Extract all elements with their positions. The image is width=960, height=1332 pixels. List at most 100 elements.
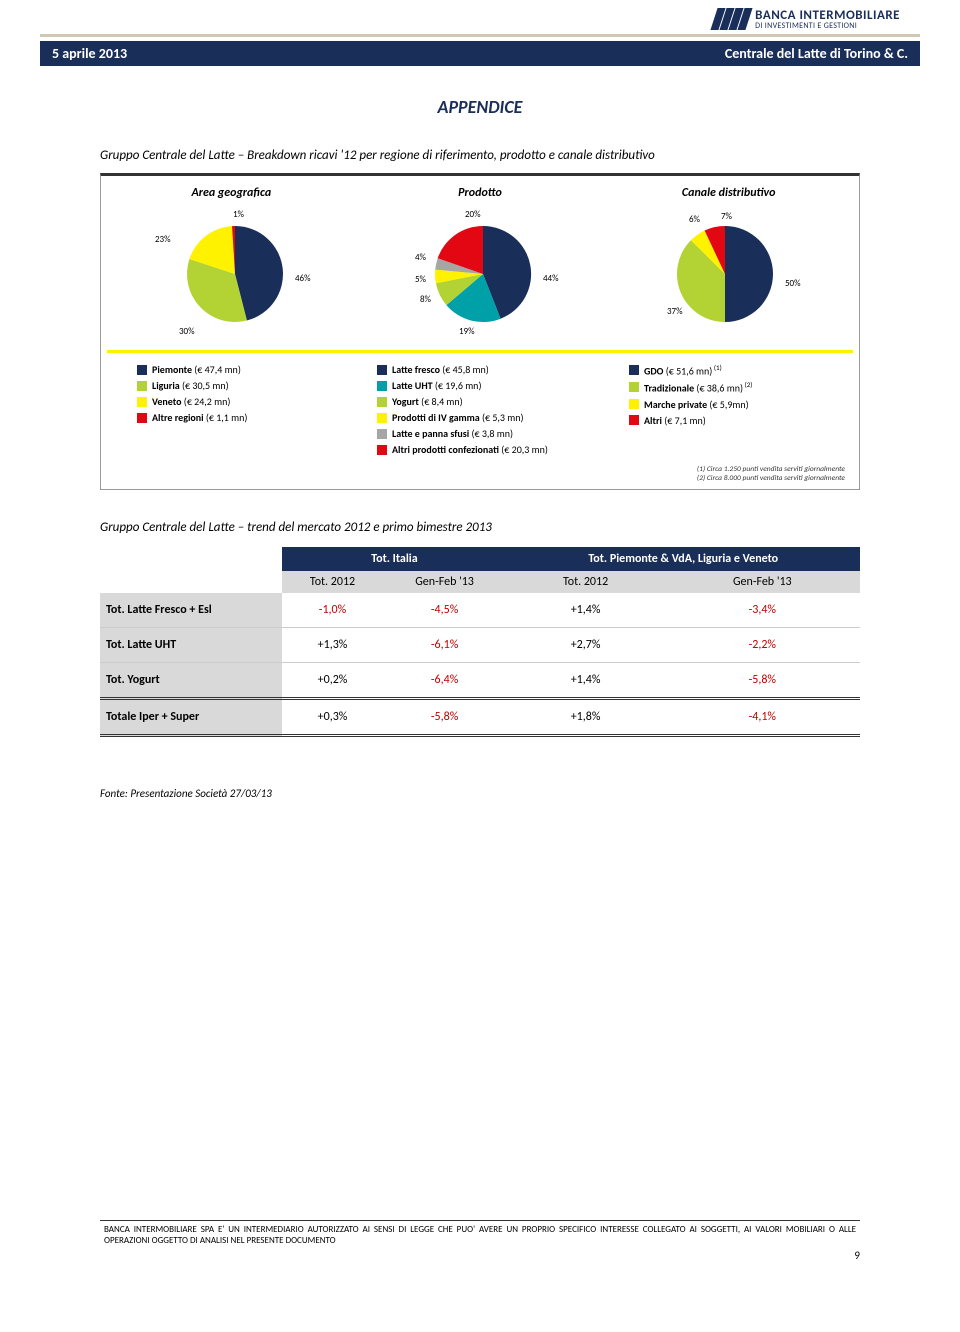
legend-swatch-icon [137, 365, 147, 375]
cell-value: +1,3% [282, 628, 382, 663]
legend-text: Latte e panna sfusi (€ 3,8 mn) [392, 427, 513, 440]
legend-area: Piemonte (€ 47,4 mn) Liguria (€ 30,5 mn) V… [107, 363, 353, 459]
svg-text:6%: 6% [689, 214, 701, 225]
legend-item: Latte e panna sfusi (€ 3,8 mn) [357, 427, 603, 440]
legend-swatch-icon [137, 413, 147, 423]
legend-text: Marche private (€ 5,9mn) [644, 398, 749, 411]
chart-caption-1: Gruppo Centrale del Latte – Breakdown ri… [100, 148, 860, 163]
cell-value: +1,4% [507, 663, 665, 699]
legend-text: Veneto (€ 24,2 mn) [152, 395, 230, 408]
doc-date: 5 aprile 2013 [52, 45, 127, 62]
cell-value: -6,4% [383, 663, 507, 699]
title-bar: 5 aprile 2013 Centrale del Latte di Tori… [40, 41, 920, 66]
th2-genfeb-b: Gen-Feb '13 [665, 571, 860, 593]
bank-logo: BANCA INTERMOBILIARE DI INVESTIMENTI E G… [714, 8, 900, 30]
legend-item: GDO (€ 51,6 mn) (1) [607, 363, 853, 377]
legend-item: Altri prodotti confezionati (€ 20,3 mn) [357, 443, 603, 456]
th2-tot2012-b: Tot. 2012 [507, 571, 665, 593]
logo-sub-text: DI INVESTIMENTI E GESTIONI [755, 22, 900, 30]
chart-title-canale: Canale distributivo [604, 186, 853, 200]
cell-value: +1,8% [507, 699, 665, 736]
legend-canale: GDO (€ 51,6 mn) (1) Tradizionale (€ 38,6 … [607, 363, 853, 459]
pie-area: 1% 23% 46% 30% [107, 206, 353, 336]
legend-swatch-icon [629, 382, 639, 392]
th2-tot2012-a: Tot. 2012 [282, 571, 382, 593]
legend-text: Altri (€ 7,1 mn) [644, 414, 706, 427]
legend-item: Prodotti di IV gamma (€ 5,3 mn) [357, 411, 603, 424]
legend-swatch-icon [377, 397, 387, 407]
legend-item: Piemonte (€ 47,4 mn) [107, 363, 353, 376]
legend-text: Tradizionale (€ 38,6 mn) (2) [644, 380, 752, 394]
svg-text:1%: 1% [233, 209, 245, 220]
footnote-2: (2) Circa 8.000 punti vendita serviti gi… [107, 474, 845, 483]
legend-text: Latte UHT (€ 19,6 mn) [392, 379, 481, 392]
legend-item: Yogurt (€ 8,4 mn) [357, 395, 603, 408]
cell-value: -2,2% [665, 628, 860, 663]
chart-footnotes: (1) Circa 1.250 punti vendita serviti gi… [107, 459, 853, 483]
svg-text:37%: 37% [667, 306, 683, 317]
svg-text:44%: 44% [543, 273, 559, 284]
svg-text:23%: 23% [155, 234, 171, 245]
legend-text: Yogurt (€ 8,4 mn) [392, 395, 463, 408]
doc-company: Centrale del Latte di Torino & C. [725, 45, 908, 62]
cell-value: +2,7% [507, 628, 665, 663]
cell-value: +0,3% [282, 699, 382, 736]
cell-value: -6,1% [383, 628, 507, 663]
legend-item: Latte fresco (€ 45,8 mn) [357, 363, 603, 376]
chart-title-prodotto: Prodotto [356, 186, 605, 200]
legend-text: GDO (€ 51,6 mn) (1) [644, 363, 722, 377]
legend-text: Piemonte (€ 47,4 mn) [152, 363, 241, 376]
logo-main-text: BANCA INTERMOBILIARE [755, 9, 900, 22]
legend-swatch-icon [137, 381, 147, 391]
legend-item: Altre regioni (€ 1,1 mn) [107, 411, 353, 424]
svg-text:46%: 46% [295, 273, 311, 284]
svg-text:7%: 7% [721, 211, 733, 222]
top-rule [40, 34, 920, 37]
svg-text:5%: 5% [415, 274, 427, 285]
legend-swatch-icon [377, 413, 387, 423]
svg-text:20%: 20% [465, 209, 481, 220]
legend-swatch-icon [629, 415, 639, 425]
th-empty [100, 547, 282, 571]
pie-prodotto: 20% 4% 5% 8% 19% 44% [357, 206, 603, 336]
source-note: Fonte: Presentazione Società 27/03/13 [100, 787, 860, 800]
legend-text: Altre regioni (€ 1,1 mn) [152, 411, 247, 424]
th-regioni: Tot. Piemonte & VdA, Liguria e Veneto [507, 547, 861, 571]
header-logo-area: BANCA INTERMOBILIARE DI INVESTIMENTI E G… [0, 0, 960, 34]
legend-prodotto: Latte fresco (€ 45,8 mn) Latte UHT (€ 19,… [357, 363, 603, 459]
legend-swatch-icon [629, 365, 639, 375]
cell-value: -4,5% [383, 593, 507, 628]
row-label: Tot. Yogurt [100, 663, 282, 699]
page-footer: BANCA INTERMOBILIARE SPA E' UN INTERMEDI… [0, 1220, 960, 1292]
row-label: Tot. Latte UHT [100, 628, 282, 663]
cell-value: -5,8% [665, 663, 860, 699]
table-row: Tot. Latte UHT+1,3%-6,1%+2,7%-2,2% [100, 628, 860, 663]
cell-value: +0,2% [282, 663, 382, 699]
legend-swatch-icon [629, 399, 639, 409]
cell-value: -5,8% [383, 699, 507, 736]
pie-canale: 7% 6% 50% 37% [607, 206, 853, 336]
svg-text:50%: 50% [785, 278, 801, 289]
legend-swatch-icon [377, 445, 387, 455]
legend-text: Prodotti di IV gamma (€ 5,3 mn) [392, 411, 524, 424]
cell-value: -3,4% [665, 593, 860, 628]
legend-item: Altri (€ 7,1 mn) [607, 414, 853, 427]
legends-row: Piemonte (€ 47,4 mn) Liguria (€ 30,5 mn) V… [107, 353, 853, 459]
svg-text:30%: 30% [179, 326, 195, 336]
svg-text:19%: 19% [459, 326, 475, 336]
footer-disclaimer: BANCA INTERMOBILIARE SPA E' UN INTERMEDI… [100, 1225, 860, 1247]
trend-table: Tot. Italia Tot. Piemonte & VdA, Liguria… [100, 547, 860, 737]
cell-value: -1,0% [282, 593, 382, 628]
legend-text: Liguria (€ 30,5 mn) [152, 379, 229, 392]
th-italia: Tot. Italia [282, 547, 506, 571]
chart-title-area: Area geografica [107, 186, 356, 200]
legend-item: Latte UHT (€ 19,6 mn) [357, 379, 603, 392]
table-row: Totale Iper + Super+0,3%-5,8%+1,8%-4,1% [100, 699, 860, 736]
svg-text:4%: 4% [415, 252, 427, 263]
row-label: Tot. Latte Fresco + Esl [100, 593, 282, 628]
logo-mark-icon [714, 8, 749, 30]
breakdown-chart-box: Area geografica Prodotto Canale distribu… [100, 173, 860, 490]
footnote-1: (1) Circa 1.250 punti vendita serviti gi… [107, 465, 845, 474]
legend-text: Altri prodotti confezionati (€ 20,3 mn) [392, 443, 548, 456]
table-row: Tot. Latte Fresco + Esl-1,0%-4,5%+1,4%-3… [100, 593, 860, 628]
